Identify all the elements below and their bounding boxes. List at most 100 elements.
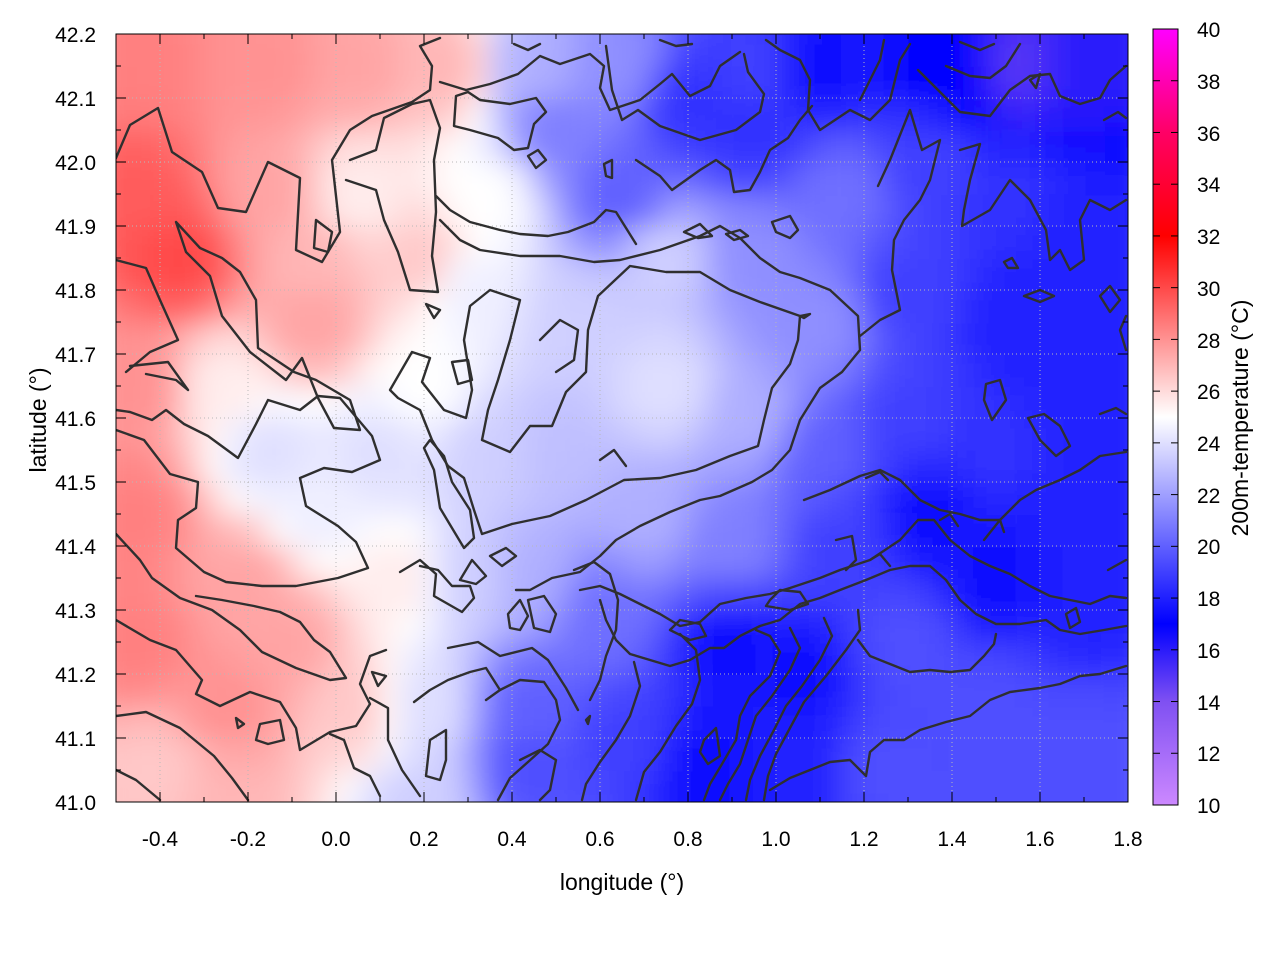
temperature-cell <box>665 34 689 67</box>
temperature-cell <box>907 449 931 483</box>
temperature-cell <box>181 257 205 291</box>
temperature-cell <box>401 129 425 163</box>
temperature-cell <box>203 129 227 163</box>
temperature-cell <box>1105 513 1128 547</box>
temperature-cell <box>841 34 865 35</box>
temperature-cell <box>1039 513 1063 547</box>
temperature-cell <box>291 129 315 163</box>
temperature-cell <box>489 577 513 611</box>
temperature-cell <box>1083 545 1107 579</box>
temperature-cell <box>731 129 755 163</box>
temperature-cell <box>1017 513 1041 547</box>
temperature-cell <box>709 801 733 802</box>
temperature-cell <box>203 801 227 802</box>
temperature-cell <box>687 193 711 227</box>
temperature-cell <box>423 34 447 35</box>
temperature-cell <box>401 705 425 739</box>
temperature-cell <box>533 34 557 35</box>
temperature-cell <box>357 34 381 35</box>
temperature-cell <box>709 449 733 483</box>
temperature-cell <box>511 673 535 707</box>
temperature-cell <box>269 193 293 227</box>
temperature-cell <box>1061 289 1085 323</box>
temperature-cell <box>797 641 821 675</box>
temperature-cell <box>951 34 975 67</box>
temperature-cell <box>357 353 381 387</box>
temperature-cell <box>555 257 579 291</box>
temperature-cell <box>159 257 183 291</box>
temperature-cell <box>995 193 1019 227</box>
contour-line <box>434 194 638 246</box>
temperature-cell <box>665 34 689 35</box>
temperature-cell <box>357 161 381 195</box>
temperature-cell <box>599 737 623 771</box>
temperature-cell <box>203 641 227 675</box>
temperature-cell <box>621 385 645 419</box>
temperature-cell <box>291 289 315 323</box>
temperature-cell <box>225 289 249 323</box>
x-tick-label: 0.2 <box>409 828 438 851</box>
temperature-cell <box>863 481 887 515</box>
temperature-cell <box>467 449 491 483</box>
temperature-cell <box>643 737 667 771</box>
temperature-cell <box>907 257 931 291</box>
temperature-cell <box>225 97 249 131</box>
temperature-cell <box>599 545 623 579</box>
temperature-cell <box>1127 577 1128 611</box>
temperature-cell <box>401 161 425 195</box>
temperature-cell <box>291 34 315 67</box>
temperature-cell <box>709 34 733 67</box>
temperature-cell <box>291 161 315 195</box>
temperature-cell <box>1061 161 1085 195</box>
temperature-cell <box>159 705 183 739</box>
temperature-cell <box>951 769 975 802</box>
temperature-cell <box>841 481 865 515</box>
temperature-cell <box>401 673 425 707</box>
temperature-cell <box>247 97 271 131</box>
temperature-cell <box>819 65 843 99</box>
temperature-cell <box>313 449 337 483</box>
temperature-cell <box>357 321 381 355</box>
temperature-cell <box>533 65 557 99</box>
temperature-cell <box>665 769 689 802</box>
temperature-cell <box>995 641 1019 675</box>
temperature-cell <box>379 65 403 99</box>
temperature-cell <box>753 321 777 355</box>
temperature-cell <box>533 609 557 643</box>
contour-line <box>602 158 614 180</box>
temperature-cell <box>1105 161 1128 195</box>
temperature-cell <box>731 34 755 35</box>
temperature-cell <box>511 385 535 419</box>
temperature-cell <box>225 34 249 35</box>
temperature-cell <box>885 737 909 771</box>
temperature-cell <box>555 225 579 259</box>
temperature-cell <box>489 34 513 67</box>
temperature-cell <box>511 449 535 483</box>
temperature-cell <box>203 225 227 259</box>
temperature-cell <box>269 225 293 259</box>
temperature-cell <box>687 289 711 323</box>
temperature-cell <box>335 417 359 451</box>
colorbar-tick-label: 12 <box>1197 743 1220 766</box>
temperature-cell <box>1105 705 1128 739</box>
temperature-cell <box>1127 129 1128 163</box>
temperature-cell <box>1039 769 1063 802</box>
temperature-cell <box>995 769 1019 802</box>
temperature-cell <box>1039 673 1063 707</box>
temperature-cell <box>181 34 205 35</box>
temperature-cell <box>533 385 557 419</box>
temperature-cell <box>159 193 183 227</box>
temperature-cell <box>1017 641 1041 675</box>
temperature-cell <box>181 321 205 355</box>
contour-line <box>254 718 286 746</box>
temperature-cell <box>1127 481 1128 515</box>
temperature-cell <box>995 161 1019 195</box>
contour-line <box>572 560 620 702</box>
temperature-cell <box>269 449 293 483</box>
temperature-cell <box>116 801 117 802</box>
temperature-cell <box>203 97 227 131</box>
temperature-cell <box>951 481 975 515</box>
temperature-cell <box>335 641 359 675</box>
temperature-cell <box>1083 353 1107 387</box>
temperature-cell <box>445 289 469 323</box>
